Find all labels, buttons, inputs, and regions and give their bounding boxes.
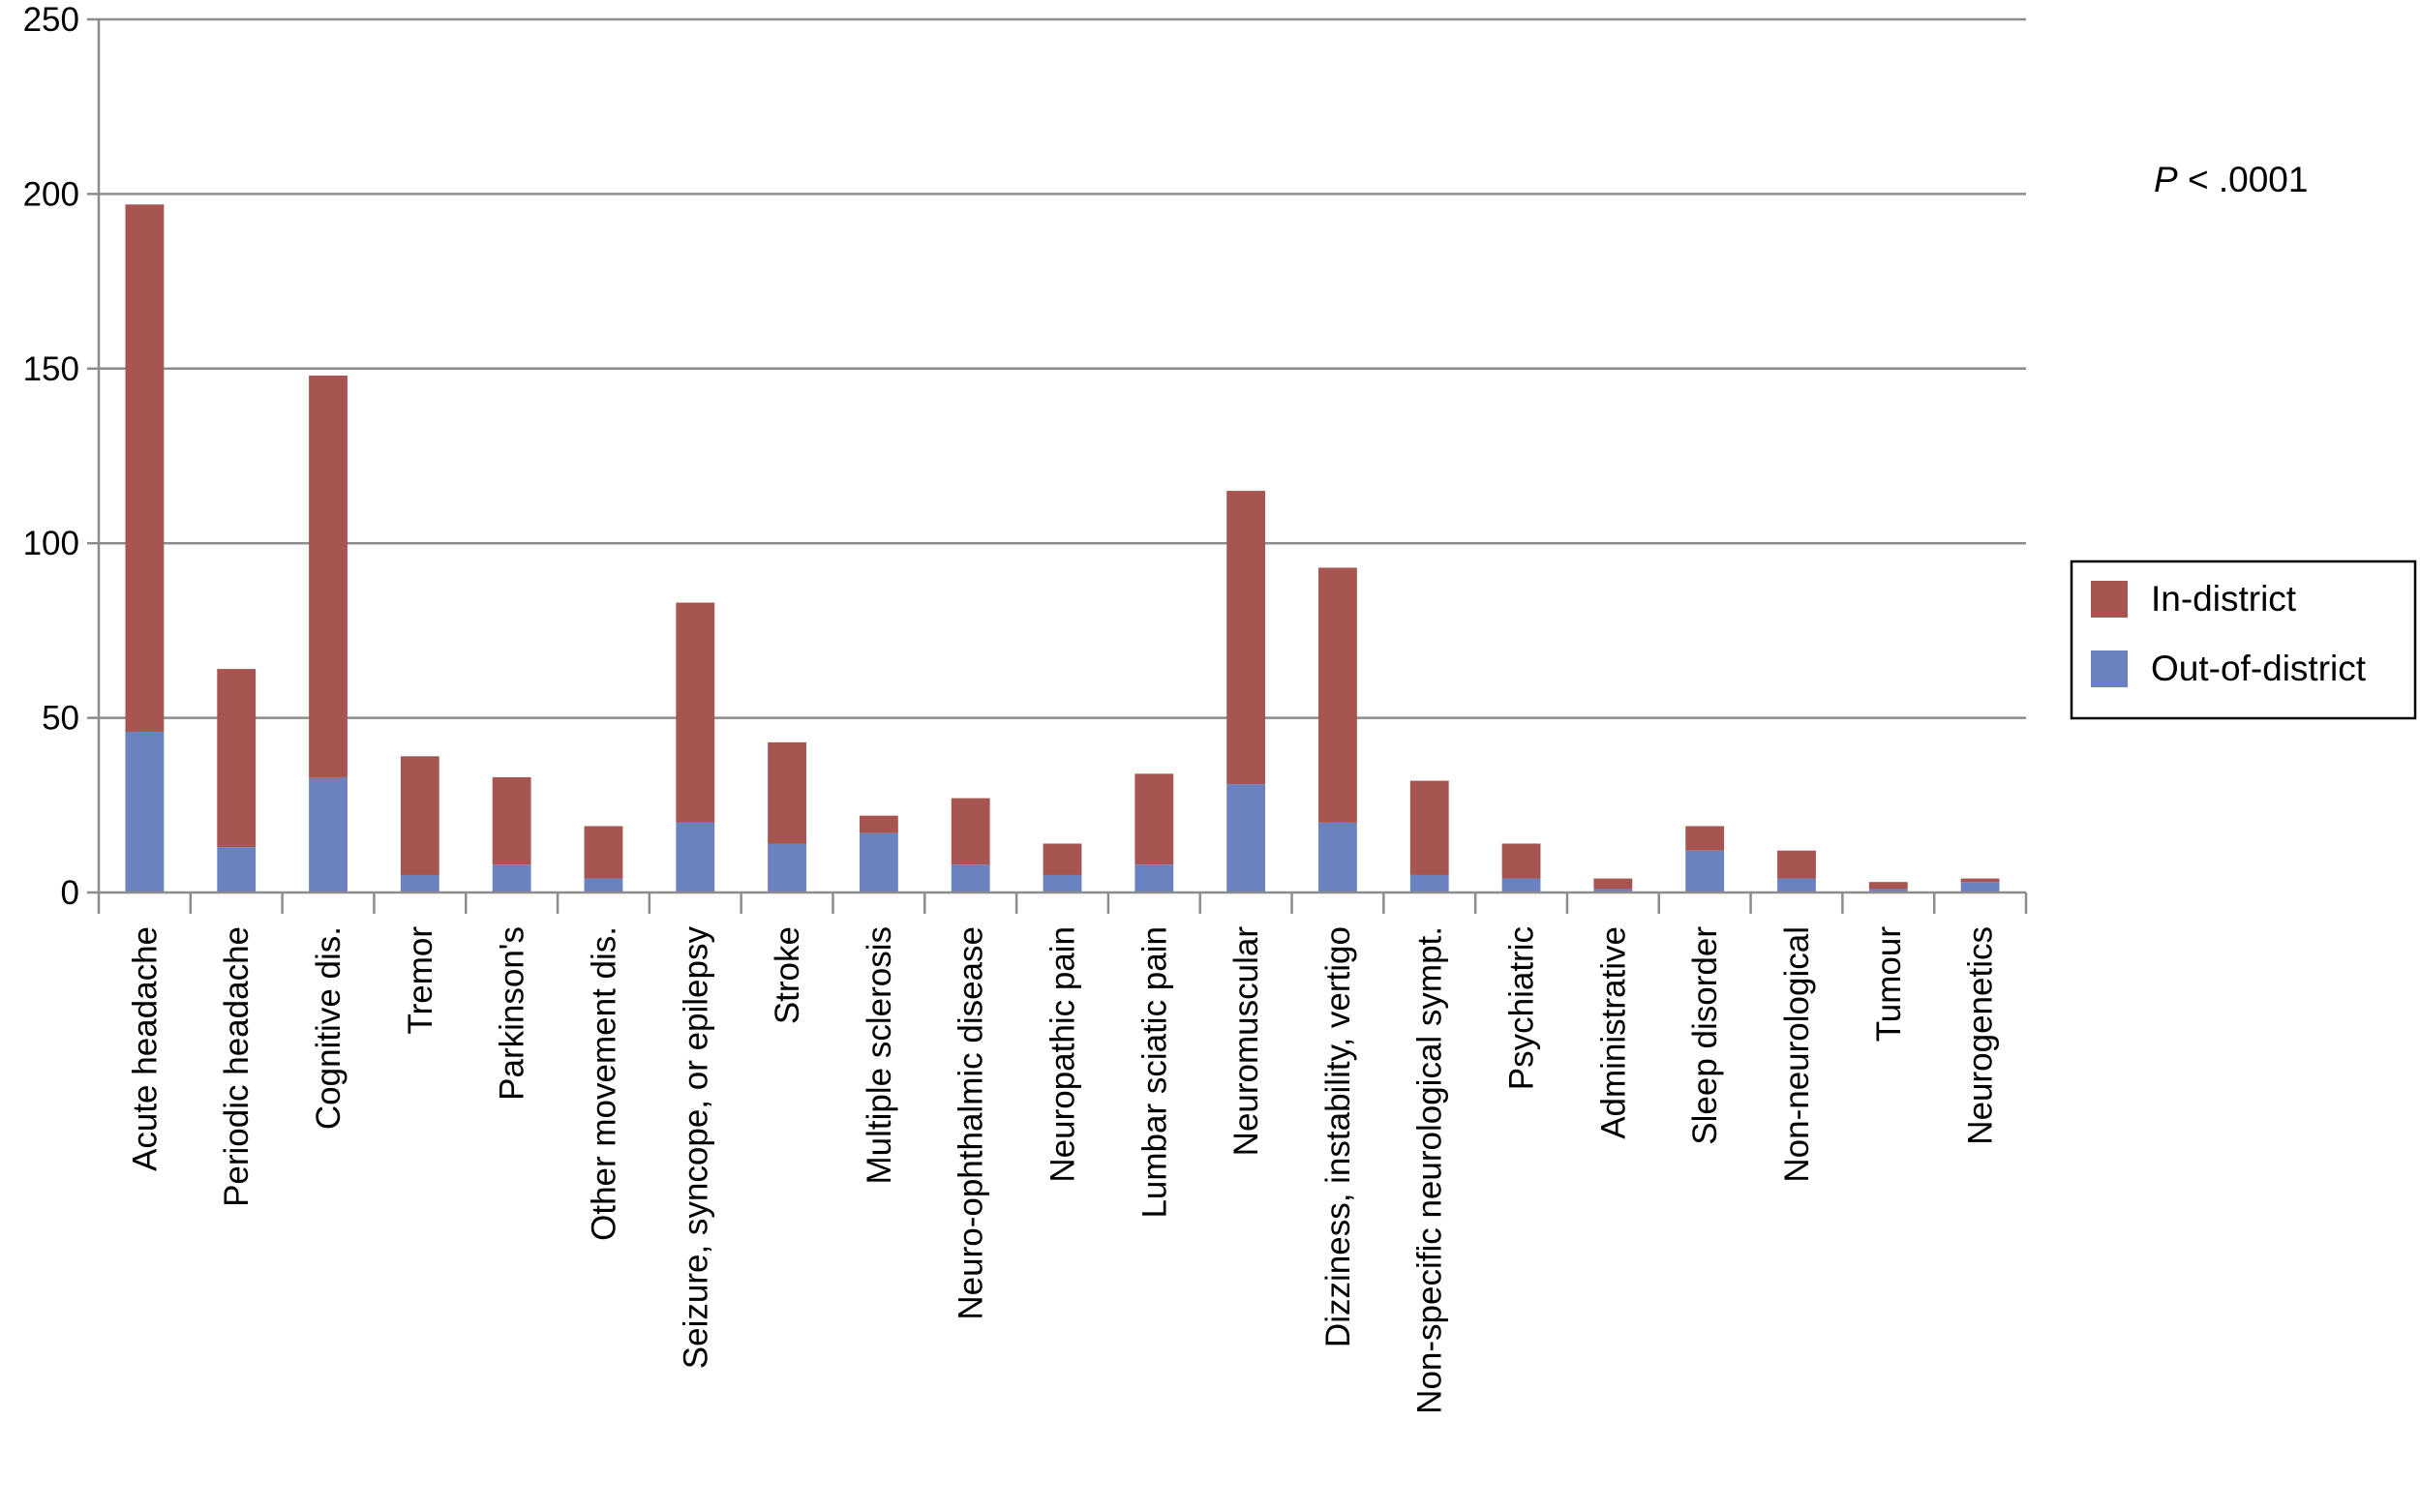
x-tick-label: Non-specific neurological sympt. bbox=[1411, 926, 1449, 1414]
bar-in-district bbox=[1043, 843, 1082, 875]
bar-out-of-district bbox=[859, 832, 898, 892]
bar-in-district bbox=[1593, 878, 1633, 890]
bar-in-district bbox=[1777, 850, 1816, 879]
bar-out-of-district bbox=[400, 874, 439, 892]
bar-out-of-district bbox=[768, 843, 806, 892]
bar-in-district bbox=[1960, 878, 2000, 883]
y-axis-ticks: 0 50 100 150 200 250 bbox=[23, 1, 99, 912]
legend-swatch bbox=[2091, 581, 2128, 618]
bar-in-district bbox=[1685, 826, 1725, 851]
bar-out-of-district bbox=[676, 822, 715, 892]
bar-in-district bbox=[768, 741, 806, 844]
x-tick-label: Lumbar sciatic pain bbox=[1135, 926, 1173, 1219]
x-tick-label: Tremor bbox=[402, 926, 439, 1035]
y-tick-label: 150 bbox=[23, 350, 79, 388]
bar-in-district bbox=[309, 376, 348, 777]
x-tick-label: Cognitive dis. bbox=[310, 926, 348, 1130]
bar-out-of-district bbox=[1318, 822, 1357, 892]
x-tick-label: Neurogenetics bbox=[1962, 926, 2000, 1145]
bar-in-district bbox=[492, 776, 531, 865]
bar-in-district bbox=[1226, 491, 1266, 785]
bar-out-of-district bbox=[492, 864, 531, 892]
x-tick-label: Periodic headache bbox=[218, 926, 256, 1207]
x-tick-label: Tumour bbox=[1870, 926, 1908, 1043]
x-tick-label: Neuropathic pain bbox=[1044, 926, 1082, 1183]
bar-out-of-district bbox=[309, 776, 348, 892]
p-value-rest: < .0001 bbox=[2178, 160, 2309, 199]
x-tick-label: Parkinson's bbox=[494, 926, 531, 1101]
bars bbox=[125, 204, 2000, 892]
bar-in-district bbox=[1868, 882, 1908, 890]
bar-out-of-district bbox=[125, 732, 165, 892]
bar-out-of-district bbox=[1501, 878, 1541, 892]
y-tick-label: 50 bbox=[42, 700, 79, 738]
bar-out-of-district bbox=[1134, 864, 1174, 892]
p-value-italic: P bbox=[2154, 160, 2178, 199]
bar-in-district bbox=[1134, 773, 1174, 865]
legend: In-district Out-of-district bbox=[2070, 559, 2417, 720]
legend-swatch bbox=[2091, 650, 2128, 687]
y-tick-label: 250 bbox=[23, 1, 79, 39]
bar-in-district bbox=[584, 826, 623, 879]
x-tick-label: Psychiatric bbox=[1503, 926, 1541, 1090]
bar-out-of-district bbox=[1593, 889, 1633, 892]
bar-out-of-district bbox=[584, 878, 623, 892]
legend-box bbox=[2070, 559, 2417, 720]
bar-out-of-district bbox=[217, 847, 257, 892]
p-value-annotation: P < .0001 bbox=[2154, 160, 2308, 199]
bar-out-of-district bbox=[1960, 882, 2000, 892]
legend-label: Out-of-district bbox=[2151, 649, 2367, 688]
x-tick-label: Stroke bbox=[769, 926, 806, 1024]
bar-out-of-district bbox=[1043, 874, 1082, 892]
y-tick-label: 100 bbox=[23, 525, 79, 562]
legend-label: In-district bbox=[2151, 579, 2297, 619]
bar-in-district bbox=[400, 756, 439, 875]
x-tick-label: Other movement dis. bbox=[585, 926, 622, 1241]
axes bbox=[97, 19, 2026, 894]
bar-in-district bbox=[1501, 843, 1541, 879]
gridlines bbox=[99, 17, 2026, 719]
bar-in-district bbox=[1409, 780, 1449, 875]
x-tick-label: Neuromuscular bbox=[1227, 926, 1265, 1157]
x-axis-ticks: Acute headache Periodic headache Cognitive… bbox=[97, 892, 2028, 1414]
bar-out-of-district bbox=[1226, 784, 1266, 892]
bar-in-district bbox=[1318, 567, 1357, 823]
bar-in-district bbox=[951, 798, 990, 865]
x-tick-label: Administrative bbox=[1594, 926, 1632, 1139]
x-tick-label: Sleep disorder bbox=[1686, 926, 1724, 1145]
bar-in-district bbox=[125, 204, 165, 733]
bar-out-of-district bbox=[1409, 874, 1449, 892]
x-tick-label: Neuro-ophthalmic disease bbox=[953, 926, 990, 1320]
x-tick-label: Multiple sclerosis bbox=[861, 926, 898, 1184]
x-tick-label: Acute headache bbox=[126, 926, 164, 1171]
bar-in-district bbox=[676, 602, 715, 823]
y-tick-label: 200 bbox=[23, 175, 79, 213]
bar-in-district bbox=[859, 815, 898, 833]
bar-in-district bbox=[217, 669, 257, 848]
bar-out-of-district bbox=[1685, 850, 1725, 892]
x-tick-label: Seizure, syncope, or epilepsy bbox=[677, 926, 714, 1370]
bar-out-of-district bbox=[951, 864, 990, 892]
bar-out-of-district bbox=[1777, 878, 1816, 892]
x-tick-label: Dizziness, instability, vertigo bbox=[1319, 926, 1357, 1347]
y-tick-label: 0 bbox=[61, 874, 79, 912]
bar-out-of-district bbox=[1868, 889, 1908, 892]
x-tick-label: Non-neurological bbox=[1778, 926, 1816, 1183]
